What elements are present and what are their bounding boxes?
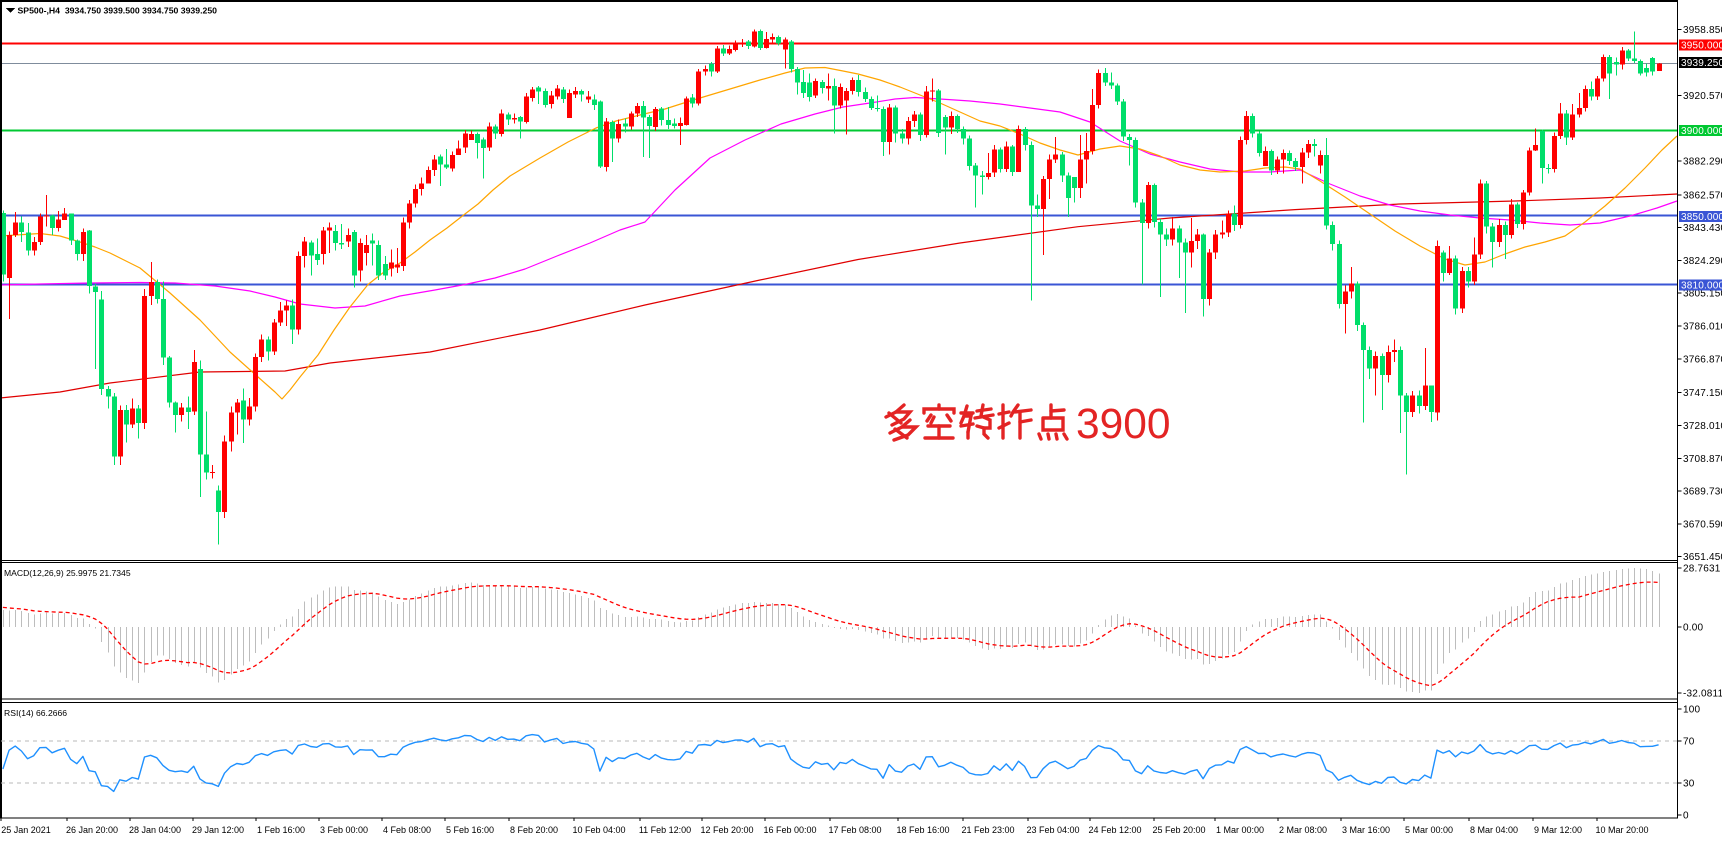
svg-text:3805.150: 3805.150 — [1683, 289, 1722, 300]
svg-text:11 Feb 12:00: 11 Feb 12:00 — [639, 825, 691, 835]
svg-text:9 Mar 12:00: 9 Mar 12:00 — [1534, 825, 1582, 835]
svg-text:21 Feb 23:00: 21 Feb 23:00 — [961, 825, 1014, 835]
svg-text:23 Feb 04:00: 23 Feb 04:00 — [1026, 825, 1079, 835]
svg-text:8 Mar 04:00: 8 Mar 04:00 — [1470, 825, 1518, 835]
svg-text:5 Mar 00:00: 5 Mar 00:00 — [1405, 825, 1453, 835]
svg-text:-32.0811: -32.0811 — [1683, 688, 1722, 699]
svg-text:3810.000: 3810.000 — [1681, 280, 1722, 291]
svg-text:3 Feb 00:00: 3 Feb 00:00 — [320, 825, 368, 835]
svg-text:25 Jan 2021: 25 Jan 2021 — [1, 825, 51, 835]
svg-text:12 Feb 20:00: 12 Feb 20:00 — [700, 825, 753, 835]
svg-text:29 Jan 12:00: 29 Jan 12:00 — [192, 825, 244, 835]
svg-text:0: 0 — [1683, 811, 1689, 822]
svg-text:18 Feb 16:00: 18 Feb 16:00 — [896, 825, 949, 835]
svg-text:3824.290: 3824.290 — [1683, 256, 1722, 267]
svg-text:24 Feb 12:00: 24 Feb 12:00 — [1088, 825, 1141, 835]
svg-text:2 Mar 08:00: 2 Mar 08:00 — [1279, 825, 1327, 835]
svg-text:MACD(12,26,9) 25.9975 21.7345: MACD(12,26,9) 25.9975 21.7345 — [4, 568, 131, 578]
svg-text:3850.000: 3850.000 — [1681, 212, 1722, 223]
svg-text:3 Mar 16:00: 3 Mar 16:00 — [1342, 825, 1390, 835]
svg-text:8 Feb 20:00: 8 Feb 20:00 — [510, 825, 558, 835]
svg-text:3900.000: 3900.000 — [1681, 126, 1722, 137]
svg-text:3939.250: 3939.250 — [1681, 58, 1722, 69]
svg-text:100: 100 — [1683, 705, 1701, 716]
svg-text:3670.590: 3670.590 — [1683, 519, 1722, 530]
svg-text:RSI(14) 66.2666: RSI(14) 66.2666 — [4, 708, 67, 718]
svg-text:3862.570: 3862.570 — [1683, 190, 1722, 201]
svg-text:1 Feb 16:00: 1 Feb 16:00 — [257, 825, 305, 835]
svg-text:3689.730: 3689.730 — [1683, 487, 1722, 498]
svg-text:3900: 3900 — [1076, 401, 1171, 448]
svg-text:3950.000: 3950.000 — [1681, 40, 1722, 51]
svg-text:3708.870: 3708.870 — [1683, 454, 1722, 465]
svg-text:3843.430: 3843.430 — [1683, 223, 1722, 234]
svg-text:3920.570: 3920.570 — [1683, 91, 1722, 102]
svg-text:3766.870: 3766.870 — [1683, 354, 1722, 365]
svg-text:28.7631: 28.7631 — [1683, 564, 1721, 575]
svg-text:26 Jan 20:00: 26 Jan 20:00 — [66, 825, 118, 835]
svg-text:1 Mar 00:00: 1 Mar 00:00 — [1216, 825, 1264, 835]
svg-text:SP500-,H4 3934.750 3939.500 3: SP500-,H4 3934.750 3939.500 3934.750 393… — [18, 6, 218, 16]
svg-text:3786.010: 3786.010 — [1683, 322, 1722, 333]
svg-text:3728.010: 3728.010 — [1683, 421, 1722, 432]
svg-text:10 Feb 04:00: 10 Feb 04:00 — [572, 825, 625, 835]
svg-text:4 Feb 08:00: 4 Feb 08:00 — [383, 825, 431, 835]
svg-text:0.00: 0.00 — [1683, 623, 1704, 634]
svg-text:17 Feb 08:00: 17 Feb 08:00 — [828, 825, 881, 835]
svg-text:3747.150: 3747.150 — [1683, 388, 1722, 399]
svg-text:5 Feb 16:00: 5 Feb 16:00 — [446, 825, 494, 835]
svg-text:3882.290: 3882.290 — [1683, 156, 1722, 167]
svg-text:70: 70 — [1683, 736, 1695, 747]
svg-text:28 Jan 04:00: 28 Jan 04:00 — [129, 825, 181, 835]
svg-text:3958.850: 3958.850 — [1683, 25, 1722, 36]
svg-text:25 Feb 20:00: 25 Feb 20:00 — [1152, 825, 1205, 835]
svg-text:10 Mar 20:00: 10 Mar 20:00 — [1595, 825, 1648, 835]
svg-text:3651.450: 3651.450 — [1683, 552, 1722, 563]
svg-text:30: 30 — [1683, 779, 1695, 790]
svg-text:16 Feb 00:00: 16 Feb 00:00 — [763, 825, 816, 835]
